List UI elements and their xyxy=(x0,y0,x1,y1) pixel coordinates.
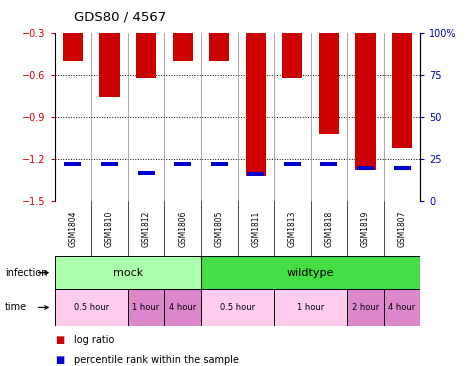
Text: wildtype: wildtype xyxy=(287,268,334,278)
Text: log ratio: log ratio xyxy=(74,335,114,345)
Bar xyxy=(172,33,193,61)
Bar xyxy=(355,33,376,171)
Text: GSM1807: GSM1807 xyxy=(398,210,407,247)
Bar xyxy=(138,171,154,175)
Bar xyxy=(65,162,81,167)
Bar xyxy=(211,162,228,167)
Text: GSM1806: GSM1806 xyxy=(178,210,187,247)
Text: GSM1805: GSM1805 xyxy=(215,210,224,247)
Bar xyxy=(321,162,337,167)
Text: 0.5 hour: 0.5 hour xyxy=(220,303,255,312)
Text: time: time xyxy=(5,302,27,313)
Text: 1 hour: 1 hour xyxy=(297,303,324,312)
Text: GDS80 / 4567: GDS80 / 4567 xyxy=(74,11,166,24)
Text: GSM1810: GSM1810 xyxy=(105,210,114,247)
Text: GSM1804: GSM1804 xyxy=(68,210,77,247)
Bar xyxy=(209,33,229,61)
Text: 4 hour: 4 hour xyxy=(169,303,196,312)
Text: 1 hour: 1 hour xyxy=(133,303,160,312)
Text: GSM1819: GSM1819 xyxy=(361,210,370,247)
Text: ■: ■ xyxy=(55,335,64,345)
FancyBboxPatch shape xyxy=(128,289,164,326)
Bar xyxy=(394,165,410,170)
FancyBboxPatch shape xyxy=(55,289,128,326)
FancyBboxPatch shape xyxy=(347,289,384,326)
Bar xyxy=(282,33,303,78)
FancyBboxPatch shape xyxy=(201,289,274,326)
Text: GSM1813: GSM1813 xyxy=(288,210,297,247)
Text: 2 hour: 2 hour xyxy=(352,303,379,312)
Text: GSM1812: GSM1812 xyxy=(142,210,151,247)
Text: ■: ■ xyxy=(55,355,64,365)
FancyBboxPatch shape xyxy=(201,256,420,289)
Bar xyxy=(247,172,264,176)
Text: GSM1811: GSM1811 xyxy=(251,210,260,247)
Bar xyxy=(392,33,412,148)
Bar xyxy=(136,33,156,78)
Text: mock: mock xyxy=(113,268,143,278)
Text: GSM1818: GSM1818 xyxy=(324,210,333,247)
FancyBboxPatch shape xyxy=(55,256,201,289)
FancyBboxPatch shape xyxy=(384,289,420,326)
Bar xyxy=(174,162,191,167)
Text: infection: infection xyxy=(5,268,47,278)
Text: 0.5 hour: 0.5 hour xyxy=(74,303,109,312)
Bar xyxy=(284,162,301,167)
FancyBboxPatch shape xyxy=(164,289,201,326)
Bar xyxy=(357,165,374,170)
Text: 4 hour: 4 hour xyxy=(389,303,416,312)
FancyBboxPatch shape xyxy=(274,289,347,326)
Text: percentile rank within the sample: percentile rank within the sample xyxy=(74,355,238,365)
Bar xyxy=(63,33,83,61)
Bar xyxy=(101,162,118,167)
Bar xyxy=(246,33,266,176)
Bar xyxy=(99,33,120,97)
Bar xyxy=(319,33,339,134)
